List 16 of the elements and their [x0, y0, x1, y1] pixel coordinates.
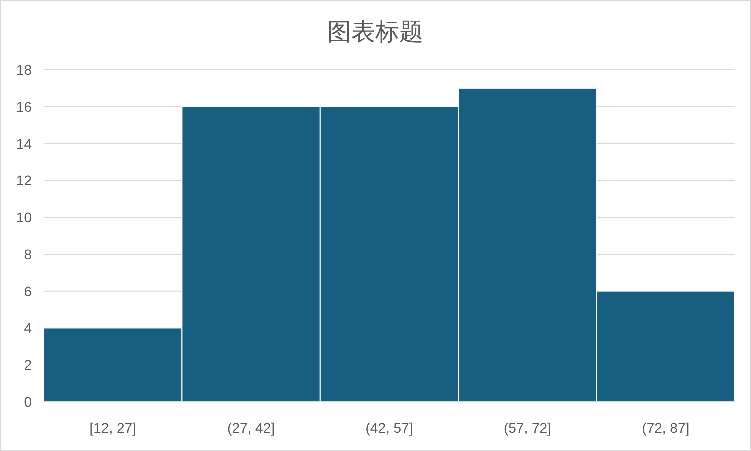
y-tick-label: 8 — [24, 246, 32, 262]
y-tick-label: 16 — [16, 98, 32, 115]
chart-title: 图表标题 — [328, 19, 424, 46]
y-tick-label: 0 — [24, 394, 32, 410]
y-tick-label: 2 — [24, 357, 32, 374]
y-tick-label: 6 — [24, 283, 32, 300]
y-tick-label: 14 — [16, 136, 32, 152]
x-tick-label: (42, 57] — [366, 420, 414, 436]
y-tick-label: 4 — [24, 320, 32, 336]
y-tick-label: 12 — [16, 172, 32, 189]
x-tick-label: [12, 27] — [90, 420, 136, 436]
y-tick-label: 10 — [16, 210, 32, 226]
x-tick-label: (57, 72] — [504, 420, 552, 436]
x-tick-label: (72, 87] — [642, 420, 690, 436]
y-tick-label: 18 — [16, 62, 32, 78]
x-tick-label: (27, 42] — [228, 420, 276, 436]
